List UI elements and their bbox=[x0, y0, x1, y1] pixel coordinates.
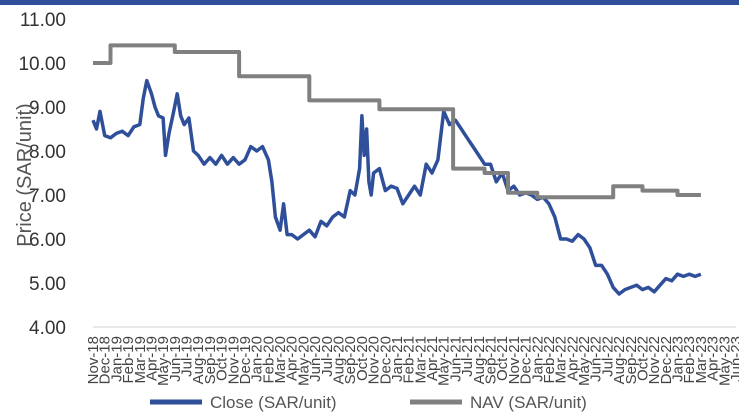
y-tick-label: 8.00 bbox=[29, 142, 66, 163]
y-tick-label: 11.00 bbox=[20, 10, 66, 31]
x-tick-label: Feb-22 bbox=[541, 336, 558, 384]
x-tick-label: May-19 bbox=[155, 336, 172, 386]
y-tick-label: 6.00 bbox=[29, 230, 66, 251]
x-tick-label: Jul-21 bbox=[459, 336, 476, 377]
x-tick-label: Nov-20 bbox=[366, 336, 383, 384]
x-tick-label: Mar-23 bbox=[693, 336, 710, 384]
x-tick-label: Jun-20 bbox=[307, 336, 324, 382]
x-tick-label: Feb-23 bbox=[681, 336, 698, 384]
x-tick-label: Apr-20 bbox=[284, 336, 301, 381]
x-tick-label: Sep-19 bbox=[202, 336, 219, 384]
y-tick-label: 4.00 bbox=[29, 318, 66, 339]
x-tick-label: Nov-19 bbox=[225, 336, 242, 384]
x-axis-ticks: Nov-18Dec-18Jan-19Feb-19Mar-19Apr-19May-… bbox=[85, 336, 739, 386]
x-tick-label: Jun-21 bbox=[447, 336, 464, 382]
y-axis-title: Price (SAR/unit) bbox=[14, 103, 36, 246]
x-tick-label: Jan-23 bbox=[670, 336, 687, 382]
x-tick-label: Apr-22 bbox=[564, 336, 581, 381]
x-tick-label: Apr-21 bbox=[424, 336, 441, 381]
x-tick-label: Aug-22 bbox=[611, 336, 628, 384]
x-tick-label: Sep-22 bbox=[623, 336, 640, 384]
x-tick-label: Nov-22 bbox=[646, 336, 663, 384]
x-tick-label: May-20 bbox=[295, 336, 312, 386]
x-tick-label: Jun-22 bbox=[588, 336, 605, 382]
x-tick-label: Jun-19 bbox=[167, 336, 184, 382]
x-tick-label: Oct-21 bbox=[494, 336, 511, 381]
x-tick-label: Dec-21 bbox=[518, 336, 535, 384]
x-tick-label: Dec-19 bbox=[237, 336, 254, 384]
x-tick-label: May-23 bbox=[716, 336, 733, 386]
x-tick-label: Jan-20 bbox=[249, 336, 266, 382]
x-tick-label: Dec-22 bbox=[658, 336, 675, 384]
close-price-line bbox=[91, 78, 702, 296]
x-tick-label: Apr-19 bbox=[143, 336, 160, 381]
y-axis-ticks: 4.00 5.00 6.00 7.00 8.00 9.00 10.00 11.00 bbox=[18, 10, 66, 339]
x-tick-label: May-21 bbox=[436, 336, 453, 386]
nav-step-line bbox=[93, 43, 701, 200]
x-tick-label: Mar-19 bbox=[132, 336, 149, 384]
x-tick-label: May-22 bbox=[576, 336, 593, 386]
y-tick-label: 9.00 bbox=[29, 98, 66, 119]
x-tick-label: Nov-18 bbox=[85, 336, 102, 384]
x-tick-label: Apr-23 bbox=[705, 336, 722, 381]
x-tick-label: Oct-22 bbox=[634, 336, 651, 381]
y-tick-label: 5.00 bbox=[29, 274, 66, 295]
x-tick-label: Jan-22 bbox=[529, 336, 546, 382]
y-tick-label: 7.00 bbox=[29, 186, 66, 207]
legend-label-nav: NAV (SAR/unit) bbox=[470, 393, 587, 412]
x-tick-label: Feb-21 bbox=[401, 336, 418, 384]
x-tick-label: Nov-21 bbox=[506, 336, 523, 384]
x-tick-label: Aug-19 bbox=[190, 336, 207, 384]
x-tick-label: Dec-20 bbox=[377, 336, 394, 384]
x-tick-label: Jul-20 bbox=[319, 336, 336, 377]
x-tick-label: Feb-19 bbox=[120, 336, 137, 384]
x-tick-label: Mar-20 bbox=[272, 336, 289, 384]
x-tick-label: Aug-21 bbox=[471, 336, 488, 384]
x-tick-label: Jun-23 bbox=[728, 336, 739, 382]
x-tick-label: Jul-19 bbox=[179, 336, 196, 377]
x-tick-label: Dec-18 bbox=[97, 336, 114, 384]
x-tick-label: Jul-22 bbox=[599, 336, 616, 377]
x-tick-label: Jan-19 bbox=[108, 336, 125, 382]
x-tick-label: Feb-20 bbox=[260, 336, 277, 384]
x-tick-label: Sep-20 bbox=[342, 336, 359, 384]
x-tick-label: Aug-20 bbox=[331, 336, 348, 384]
x-tick-label: Oct-20 bbox=[354, 336, 371, 381]
legend: Close (SAR/unit) NAV (SAR/unit) bbox=[150, 393, 587, 412]
legend-label-close: Close (SAR/unit) bbox=[210, 393, 337, 412]
y-tick-label: 10.00 bbox=[18, 54, 66, 75]
x-tick-label: Oct-19 bbox=[214, 336, 231, 381]
x-tick-label: Mar-22 bbox=[553, 336, 570, 384]
x-tick-label: Sep-21 bbox=[482, 336, 499, 384]
top-accent-bar bbox=[0, 0, 739, 5]
series-group bbox=[91, 43, 702, 296]
x-tick-label: Mar-21 bbox=[412, 336, 429, 384]
x-tick-label: Jan-21 bbox=[389, 336, 406, 382]
